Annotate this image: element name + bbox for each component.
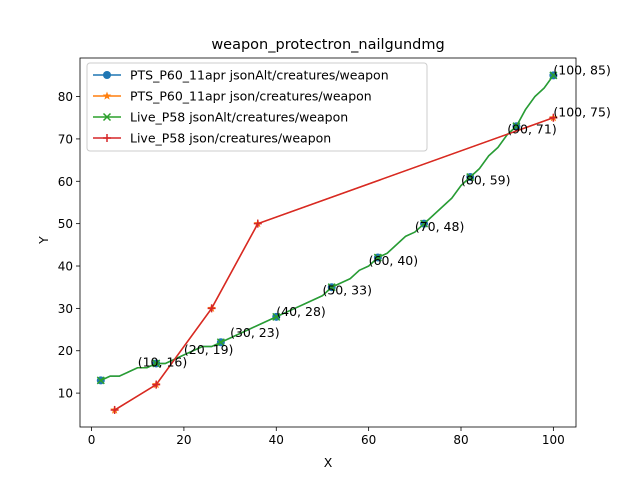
legend-entry: PTS_P60_11apr json/creatures/weapon [93,89,372,104]
plot-area: (10, 16)(20, 19) (30, 23) (40, 28) (50, 33)… [96,62,611,415]
legend-marker [103,134,111,142]
data-label: (30, 23) [230,325,280,340]
data-point [216,338,225,347]
data-point [512,122,521,131]
y-tick-label: 50 [58,217,73,231]
data-point [373,253,382,262]
x-axis-label: X [324,455,333,470]
data-label: (60, 40) [369,253,419,268]
chart-title: weapon_protectron_nailgundmg [211,37,444,53]
y-axis-label: Y [36,236,51,245]
data-label: (100, 75) [553,105,610,120]
data-point [549,113,558,122]
y-tick-label: 30 [58,302,73,316]
series-line [100,74,554,382]
data-point [96,376,105,385]
data-label: (80, 59) [461,173,511,188]
y-tick-label: 70 [58,132,73,146]
x-tick-label: 80 [453,433,468,447]
legend-entry: Live_P58 json/creatures/weapon [93,131,331,146]
legend-marker [102,112,112,122]
x-tick-label: 60 [361,433,376,447]
x-tick-label: 40 [269,433,284,447]
legend-entry: PTS_P60_11apr jsonAlt/creatures/weapon [93,68,389,83]
legend: PTS_P60_11apr jsonAlt/creatures/weapon PT… [86,62,428,152]
y-tick-label: 80 [58,90,73,104]
data-point [152,359,161,368]
data-label: (100, 85) [553,62,610,77]
data-label: (70, 48) [415,219,465,234]
legend-label: PTS_P60_11apr jsonAlt/creatures/weapon [130,68,389,83]
y-tick-label: 40 [58,260,73,274]
y-tick-label: 60 [58,175,73,189]
data-point [207,304,216,313]
series-3 [110,113,558,415]
x-tick-label: 20 [176,433,191,447]
legend-label: Live_P58 json/creatures/weapon [130,131,331,146]
x-tick-label: 100 [542,433,565,447]
legend-label: PTS_P60_11apr json/creatures/weapon [130,89,372,104]
data-point [253,219,262,228]
data-point [420,219,429,228]
y-tick-label: 10 [58,387,73,401]
data-label: (20, 19) [184,342,234,357]
data-label: (10, 16) [138,355,188,370]
data-label: (40, 28) [276,304,326,319]
data-point [466,173,475,182]
series-2 [96,71,558,385]
legend-box [86,62,428,152]
y-tick-label: 20 [58,344,73,358]
legend-entry: Live_P58 jsonAlt/creatures/weapon [93,110,348,125]
data-label: (90, 71) [507,122,557,137]
data-point [272,312,281,321]
axes: 0 20 40 60 80 100 10 20 30 40 50 60 70 80 [58,57,577,447]
legend-marker [102,91,112,100]
data-point [110,406,119,415]
x-tick-label: 0 [88,433,96,447]
axes-frame [79,57,577,428]
legend-label: Live_P58 jsonAlt/creatures/weapon [130,110,348,125]
data-point [152,380,161,389]
legend-marker [103,71,111,79]
data-point [327,283,336,292]
data-label: (50, 33) [322,283,372,298]
data-point [549,71,558,80]
